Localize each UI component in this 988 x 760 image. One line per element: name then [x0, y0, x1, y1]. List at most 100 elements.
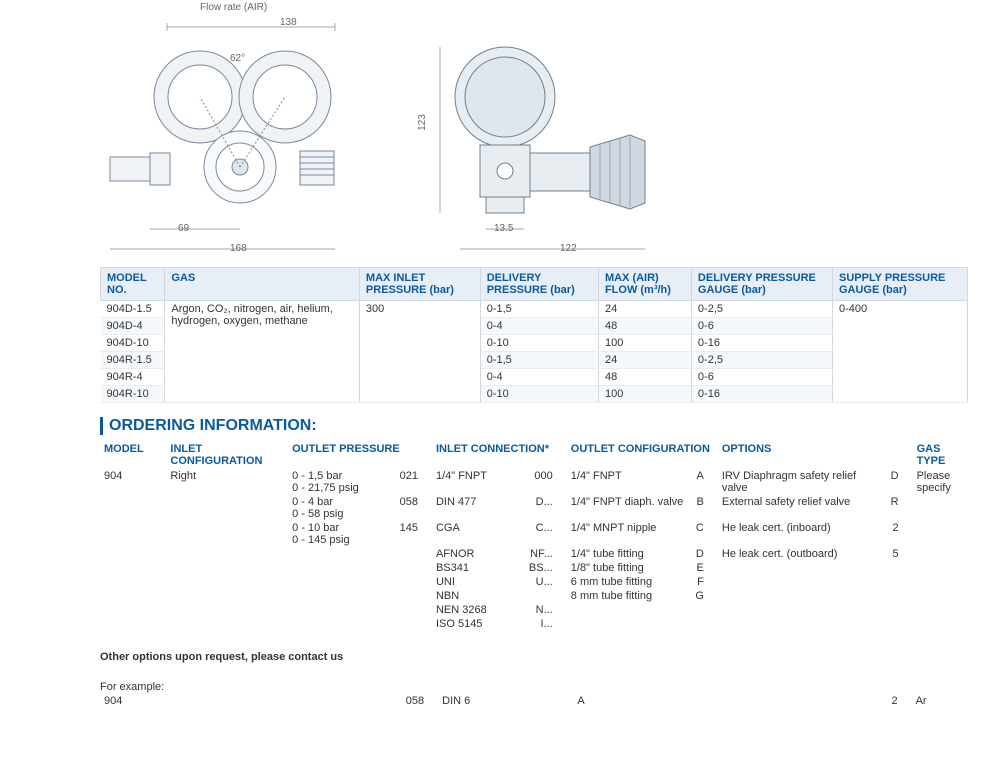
col-del-gauge: DELIVERY PRESSURE GAUGE (bar): [691, 268, 832, 301]
cell-inlet-conn-code: 000: [520, 469, 566, 495]
cell-option-code: 5: [884, 547, 913, 561]
ordering-row: ISO 5145I...: [100, 617, 968, 631]
col-max-inlet: MAX INLET PRESSURE (bar): [359, 268, 480, 301]
cell-outlet-config-label: 1/4" MNPT nipple: [567, 521, 689, 547]
cell-gas: Argon, CO₂, nitrogen, air, helium, hydro…: [165, 301, 360, 403]
cell-del-gauge: 0-16: [691, 335, 832, 352]
cell-inlet-conn-label: UNI: [432, 575, 521, 589]
cell-inlet-conn-label: AFNOR: [432, 547, 521, 561]
cell-gas-type: [913, 617, 968, 631]
ordering-row: 0 - 4 bar 0 - 58 psig058DIN 477D...1/4" …: [100, 495, 968, 521]
ordering-row: NEN 3268N...: [100, 603, 968, 617]
cell-gas-type: [913, 561, 968, 575]
cell-inlet-conn-label: NEN 3268: [432, 603, 521, 617]
example-label: For example:: [100, 681, 968, 693]
cell-inlet-config: [166, 603, 288, 617]
cell-flow: 24: [598, 352, 691, 369]
cell-outlet-config-label: 1/4" FNPT: [567, 469, 689, 495]
cell-outlet-config-label: 1/8" tube fitting: [567, 561, 689, 575]
cell-gas-type: [913, 547, 968, 561]
ordering-table: MODEL INLET CONFIGURATION OUTLET PRESSUR…: [100, 441, 968, 631]
cell-model: [100, 575, 166, 589]
cell-option-code: D: [884, 469, 913, 495]
col-delivery: DELIVERY PRESSURE (bar): [480, 268, 598, 301]
ex-inlet-config: [168, 693, 292, 709]
cell-model: [100, 603, 166, 617]
cell-outlet-pressure-code: 021: [388, 469, 432, 495]
cell-model: [100, 495, 166, 521]
cell-option-label: He leak cert. (outboard): [718, 547, 884, 561]
col-sup-gauge: SUPPLY PRESSURE GAUGE (bar): [832, 268, 967, 301]
dim-69: 69: [178, 223, 189, 234]
hdr-outlet-pressure: OUTLET PRESSURE: [288, 441, 432, 469]
cell-inlet-conn-code: NF...: [520, 547, 566, 561]
cell-inlet-conn-label: BS341: [432, 561, 521, 575]
ordering-row: AFNORNF...1/4" tube fittingDHe leak cert…: [100, 547, 968, 561]
dim-62deg: 62°: [230, 53, 245, 64]
col-gas: GAS: [165, 268, 360, 301]
cell-outlet-config-label: 8 mm tube fitting: [567, 589, 689, 603]
cell-model: [100, 561, 166, 575]
cell-inlet-conn-code: D...: [520, 495, 566, 521]
cell-outlet-config-code: E: [688, 561, 717, 575]
cell-inlet-conn-label: DIN 477: [432, 495, 521, 521]
cell-inlet-conn-code: I...: [520, 617, 566, 631]
dim-138: 138: [280, 17, 297, 28]
cell-inlet-conn-code: U...: [520, 575, 566, 589]
dim-122: 122: [560, 243, 577, 254]
cell-del-gauge: 0-6: [691, 318, 832, 335]
hdr-options: OPTIONS: [718, 441, 913, 469]
cell-outlet-config-code: D: [688, 547, 717, 561]
cell-inlet-config: [166, 575, 288, 589]
cell-del-gauge: 0-6: [691, 369, 832, 386]
cell-max-inlet: 300: [359, 301, 480, 403]
ordering-row: 0 - 10 bar 0 - 145 psig145CGAC...1/4" MN…: [100, 521, 968, 547]
cell-inlet-config: [166, 521, 288, 547]
cell-outlet-config-code: A: [688, 469, 717, 495]
cell-option-label: External safety relief valve: [718, 495, 884, 521]
cell-inlet-conn-code: C...: [520, 521, 566, 547]
ordering-row: NBN8 mm tube fittingG: [100, 589, 968, 603]
cell-outlet-config-label: 1/4" FNPT diaph. valve: [567, 495, 689, 521]
dim-13-5: 13.5: [494, 223, 513, 234]
cell-inlet-conn-label: ISO 5145: [432, 617, 521, 631]
col-model-no: MODEL NO.: [101, 268, 165, 301]
cell-delivery: 0-1,5: [480, 301, 598, 318]
cell-inlet-config: [166, 617, 288, 631]
ex-outlet-config: A: [573, 693, 720, 709]
flow-rate-label: Flow rate (AIR): [200, 2, 968, 13]
cell-gas-type: [913, 521, 968, 547]
cell-inlet-conn-label: CGA: [432, 521, 521, 547]
cell-model: 904R-4: [101, 369, 165, 386]
cell-model: 904R-10: [101, 386, 165, 403]
hdr-model: MODEL: [100, 441, 166, 469]
ex-options: 2: [720, 693, 912, 709]
cell-outlet-pressure-label: 0 - 1,5 bar 0 - 21,75 psig: [288, 469, 388, 495]
cell-model: 904R-1.5: [101, 352, 165, 369]
cell-model: [100, 589, 166, 603]
hdr-gas-type: GAS TYPE: [913, 441, 968, 469]
ex-gas-type: Ar: [912, 693, 968, 709]
ordering-row: 904Right0 - 1,5 bar 0 - 21,75 psig0211/4…: [100, 469, 968, 495]
cell-del-gauge: 0-16: [691, 386, 832, 403]
cell-gas-type: [913, 603, 968, 617]
cell-outlet-pressure-code: 145: [388, 521, 432, 547]
cell-inlet-config: [166, 495, 288, 521]
cell-option-code: R: [884, 495, 913, 521]
ordering-row: BS341BS...1/8" tube fittingE: [100, 561, 968, 575]
ordering-row: UNIU...6 mm tube fittingF: [100, 575, 968, 589]
ex-outlet-pressure: 058: [292, 693, 439, 709]
cell-outlet-config-code: C: [688, 521, 717, 547]
cell-flow: 48: [598, 369, 691, 386]
cell-inlet-conn-code: BS...: [520, 561, 566, 575]
dim-168: 168: [230, 243, 247, 254]
example-table: 904 058 DIN 6 A 2 Ar: [100, 693, 968, 709]
cell-outlet-config-code: G: [688, 589, 717, 603]
cell-gas-type: [913, 575, 968, 589]
cell-model: [100, 617, 166, 631]
cell-outlet-config-code: F: [688, 575, 717, 589]
spec-row: 904D-1.5Argon, CO₂, nitrogen, air, heliu…: [101, 301, 968, 318]
cell-inlet-conn-code: [520, 589, 566, 603]
cell-outlet-pressure-label: 0 - 4 bar 0 - 58 psig: [288, 495, 388, 521]
cell-delivery: 0-10: [480, 386, 598, 403]
